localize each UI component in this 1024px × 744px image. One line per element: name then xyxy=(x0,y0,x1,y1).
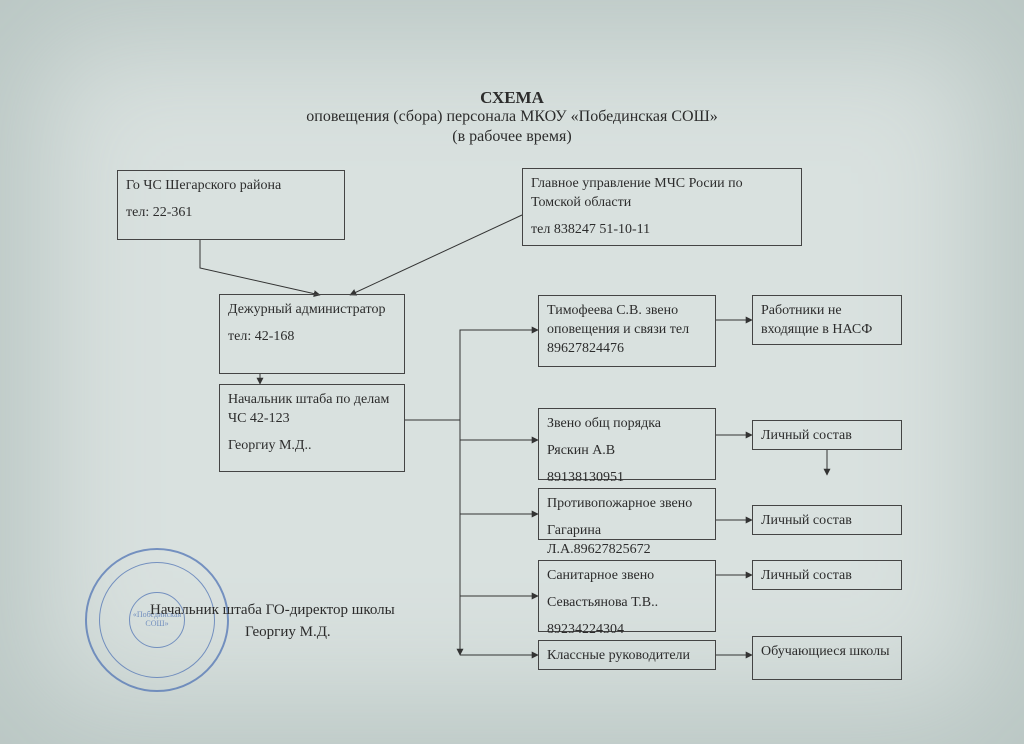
node-m2: Звено общ порядкаРяскин А.В89138130951 xyxy=(538,408,716,480)
node-m3: Противопожарное звеноГагарина Л.А.896278… xyxy=(538,488,716,540)
node-text: Противопожарное звено xyxy=(547,495,707,514)
node-text: Обучающиеся школы xyxy=(761,643,893,662)
official-stamp: «Побединская СОШ» xyxy=(85,548,229,692)
node-m4: Санитарное звеноСевастьянова Т.В..892342… xyxy=(538,560,716,632)
node-topLeft: Го ЧС Шегарского района тел: 22-361 xyxy=(117,170,345,240)
node-text: Начальник штаба по делам ЧС 42-123 xyxy=(228,391,396,429)
node-text: Тимофеева С.В. звено оповещения и связи … xyxy=(547,302,707,359)
title-line-1: СХЕМА xyxy=(0,88,1024,108)
edge-bus-m1 xyxy=(460,330,538,420)
title-line-2: оповещения (сбора) персонала МКОУ «Побед… xyxy=(0,108,1024,126)
node-text: 89138130951 xyxy=(547,469,707,488)
node-text: Севастьянова Т.В.. xyxy=(547,594,707,613)
node-m1: Тимофеева С.В. звено оповещения и связи … xyxy=(538,295,716,367)
edge-chief-bus xyxy=(405,420,460,655)
node-text: 89234224304 xyxy=(547,621,707,640)
node-text: Ряскин А.В xyxy=(547,442,707,461)
node-text: Го ЧС Шегарского района xyxy=(126,177,336,196)
node-r1: Работники не входящие в НАСФ xyxy=(752,295,902,345)
node-text: Гагарина Л.А.89627825672 xyxy=(547,522,707,560)
node-text: Дежурный администратор xyxy=(228,301,396,320)
node-r5: Обучающиеся школы xyxy=(752,636,902,680)
node-text: тел: 42-168 xyxy=(228,328,396,347)
signature-line-2: Георгиу М.Д. xyxy=(245,624,331,641)
edge-topLeft xyxy=(200,240,320,295)
node-text: Санитарное звено xyxy=(547,567,707,586)
flowchart-page: СХЕМА оповещения (сбора) персонала МКОУ … xyxy=(0,0,1024,744)
node-text: Георгиу М.Д.. xyxy=(228,437,396,456)
node-topRight: Главное управление МЧС Росии по Томской … xyxy=(522,168,802,246)
node-text: Личный состав xyxy=(761,512,893,531)
signature-line-1: Начальник штаба ГО-директор школы xyxy=(150,602,395,619)
node-text: Главное управление МЧС Росии по Томской … xyxy=(531,175,793,213)
node-r2: Личный состав xyxy=(752,420,902,450)
edge-topRight xyxy=(350,215,522,295)
node-text: Личный состав xyxy=(761,567,893,586)
node-text: Классные руководители xyxy=(547,647,707,666)
node-duty: Дежурный администратор тел: 42-168 xyxy=(219,294,405,374)
node-r4: Личный состав xyxy=(752,560,902,590)
title-line-3: (в рабочее время) xyxy=(0,128,1024,146)
node-text: Звено общ порядка xyxy=(547,415,707,434)
node-text: тел 838247 51-10-11 xyxy=(531,221,793,240)
node-text: тел: 22-361 xyxy=(126,204,336,223)
node-text: Личный состав xyxy=(761,427,893,446)
node-r3: Личный состав xyxy=(752,505,902,535)
node-m5: Классные руководители xyxy=(538,640,716,670)
node-chief: Начальник штаба по делам ЧС 42-123 Георги… xyxy=(219,384,405,472)
node-text: Работники не входящие в НАСФ xyxy=(761,302,893,340)
